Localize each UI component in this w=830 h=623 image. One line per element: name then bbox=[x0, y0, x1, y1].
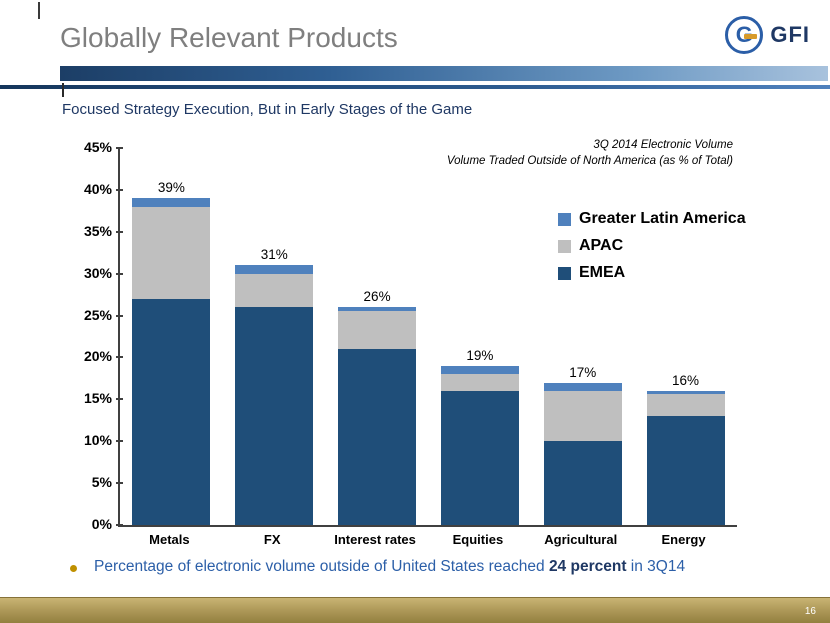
x-axis-label: Agricultural bbox=[544, 532, 618, 547]
bar-segment-emea bbox=[646, 416, 725, 525]
bar-segment-greater-latin-america bbox=[235, 265, 314, 274]
x-axis-label: Equities bbox=[452, 532, 504, 547]
legend-label: APAC bbox=[579, 237, 624, 254]
y-axis-label: 40% bbox=[12, 181, 123, 197]
bar-slot: 31% bbox=[223, 148, 326, 525]
summary-text-highlight: 24 percent bbox=[548, 558, 627, 575]
summary-text: Percentage of electronic volume outside … bbox=[94, 558, 685, 576]
bar-segment-greater-latin-america bbox=[543, 382, 622, 391]
gfi-logo-icon: G bbox=[725, 16, 764, 54]
chart-legend: Greater Latin America APAC EMEA bbox=[558, 210, 746, 291]
bullet-icon bbox=[70, 565, 77, 572]
chart-plot-area: 39% 31% 26% 19% 17% 16% bbox=[118, 148, 737, 527]
bar-stack bbox=[440, 365, 519, 525]
bar-total-label: 19% bbox=[466, 347, 494, 363]
chart-annotation-line-2: Volume Traded Outside of North America (… bbox=[446, 155, 733, 168]
bar-slot: 26% bbox=[326, 148, 429, 525]
page-number: 16 bbox=[804, 606, 816, 617]
y-axis-label: 15% bbox=[12, 390, 123, 406]
legend-label: Greater Latin America bbox=[579, 210, 746, 227]
x-axis: Metals FX Interest rates Equities Agricultur… bbox=[118, 532, 735, 547]
bar-slot: 16% bbox=[634, 148, 737, 525]
bar-stack bbox=[338, 307, 417, 525]
legend-label: EMEA bbox=[579, 264, 626, 281]
y-axis-label: 20% bbox=[12, 348, 123, 364]
y-axis-label: 25% bbox=[12, 307, 123, 323]
bar-slot: 39% bbox=[120, 148, 223, 525]
header-divider-line bbox=[0, 85, 830, 89]
summary-text-after: in 3Q14 bbox=[626, 558, 686, 575]
bar-segment-emea bbox=[132, 298, 211, 525]
chart-annotation: 3Q 2014 Electronic Volume Volume Traded … bbox=[447, 137, 733, 169]
y-axis: 45% 40% 35% 30% 25% 20% 15% 10% 5% 0% bbox=[0, 139, 123, 532]
bar-slot: 19% bbox=[428, 148, 531, 525]
legend-swatch-icon bbox=[558, 212, 571, 226]
bar-segment-greater-latin-america bbox=[132, 198, 211, 207]
bar-segment-greater-latin-america bbox=[646, 391, 725, 394]
bar-stack bbox=[132, 198, 211, 525]
y-axis-label: 35% bbox=[12, 223, 123, 239]
bar-slot: 17% bbox=[531, 148, 634, 525]
x-axis-label: Interest rates bbox=[334, 532, 416, 547]
bar-segment-apac bbox=[132, 206, 211, 299]
bar-stack bbox=[235, 265, 314, 525]
slide-subtitle: Focused Strategy Execution, But in Early… bbox=[62, 101, 473, 118]
bar-segment-greater-latin-america bbox=[440, 365, 519, 375]
bar-stack bbox=[543, 382, 622, 525]
legend-item: Greater Latin America bbox=[558, 210, 746, 228]
summary-bullet: Percentage of electronic volume outside … bbox=[70, 558, 685, 576]
bar-total-label: 26% bbox=[363, 289, 391, 305]
legend-swatch-icon bbox=[558, 266, 571, 280]
footer-bar: 16 bbox=[0, 597, 830, 623]
bar-segment-apac bbox=[646, 393, 725, 417]
bar-segment-apac bbox=[235, 273, 314, 308]
bar-segment-apac bbox=[338, 310, 417, 350]
bar-total-label: 16% bbox=[672, 373, 700, 389]
slide-title: Globally Relevant Products bbox=[60, 22, 398, 53]
bar-segment-emea bbox=[338, 349, 417, 525]
bar-total-label: 17% bbox=[569, 364, 597, 380]
y-axis-label: 10% bbox=[12, 432, 123, 448]
bar-segment-emea bbox=[235, 307, 314, 525]
bar-stack bbox=[646, 391, 725, 525]
legend-item: EMEA bbox=[558, 264, 746, 282]
bar-segment-greater-latin-america bbox=[338, 307, 417, 311]
summary-text-before: Percentage of electronic volume outside … bbox=[94, 558, 549, 575]
bar-total-label: 39% bbox=[157, 180, 185, 196]
bars: 39% 31% 26% 19% 17% 16% bbox=[120, 148, 737, 525]
gfi-logo-accent bbox=[744, 34, 758, 39]
bar-segment-apac bbox=[543, 390, 622, 442]
bar-segment-emea bbox=[440, 391, 519, 525]
x-axis-label: Metals bbox=[149, 532, 190, 547]
x-axis-label: Energy bbox=[661, 532, 706, 547]
y-axis-label: 30% bbox=[12, 265, 123, 281]
gfi-logo-text: GFI bbox=[770, 22, 810, 47]
decorative-tick-header bbox=[62, 83, 64, 97]
y-axis-label: 5% bbox=[12, 474, 123, 490]
y-axis-label: 45% bbox=[12, 139, 123, 155]
bar-segment-apac bbox=[440, 374, 519, 391]
gfi-logo: G GFI bbox=[725, 16, 810, 54]
y-axis-label: 0% bbox=[12, 516, 123, 532]
legend-swatch-icon bbox=[558, 239, 571, 253]
chart-annotation-line-1: 3Q 2014 Electronic Volume bbox=[593, 139, 733, 151]
header-gradient-bar bbox=[60, 66, 828, 81]
bar-total-label: 31% bbox=[260, 247, 288, 263]
x-axis-label: FX bbox=[263, 532, 281, 547]
decorative-tick-top bbox=[38, 2, 40, 19]
bar-segment-emea bbox=[543, 441, 622, 525]
legend-item: APAC bbox=[558, 237, 746, 255]
